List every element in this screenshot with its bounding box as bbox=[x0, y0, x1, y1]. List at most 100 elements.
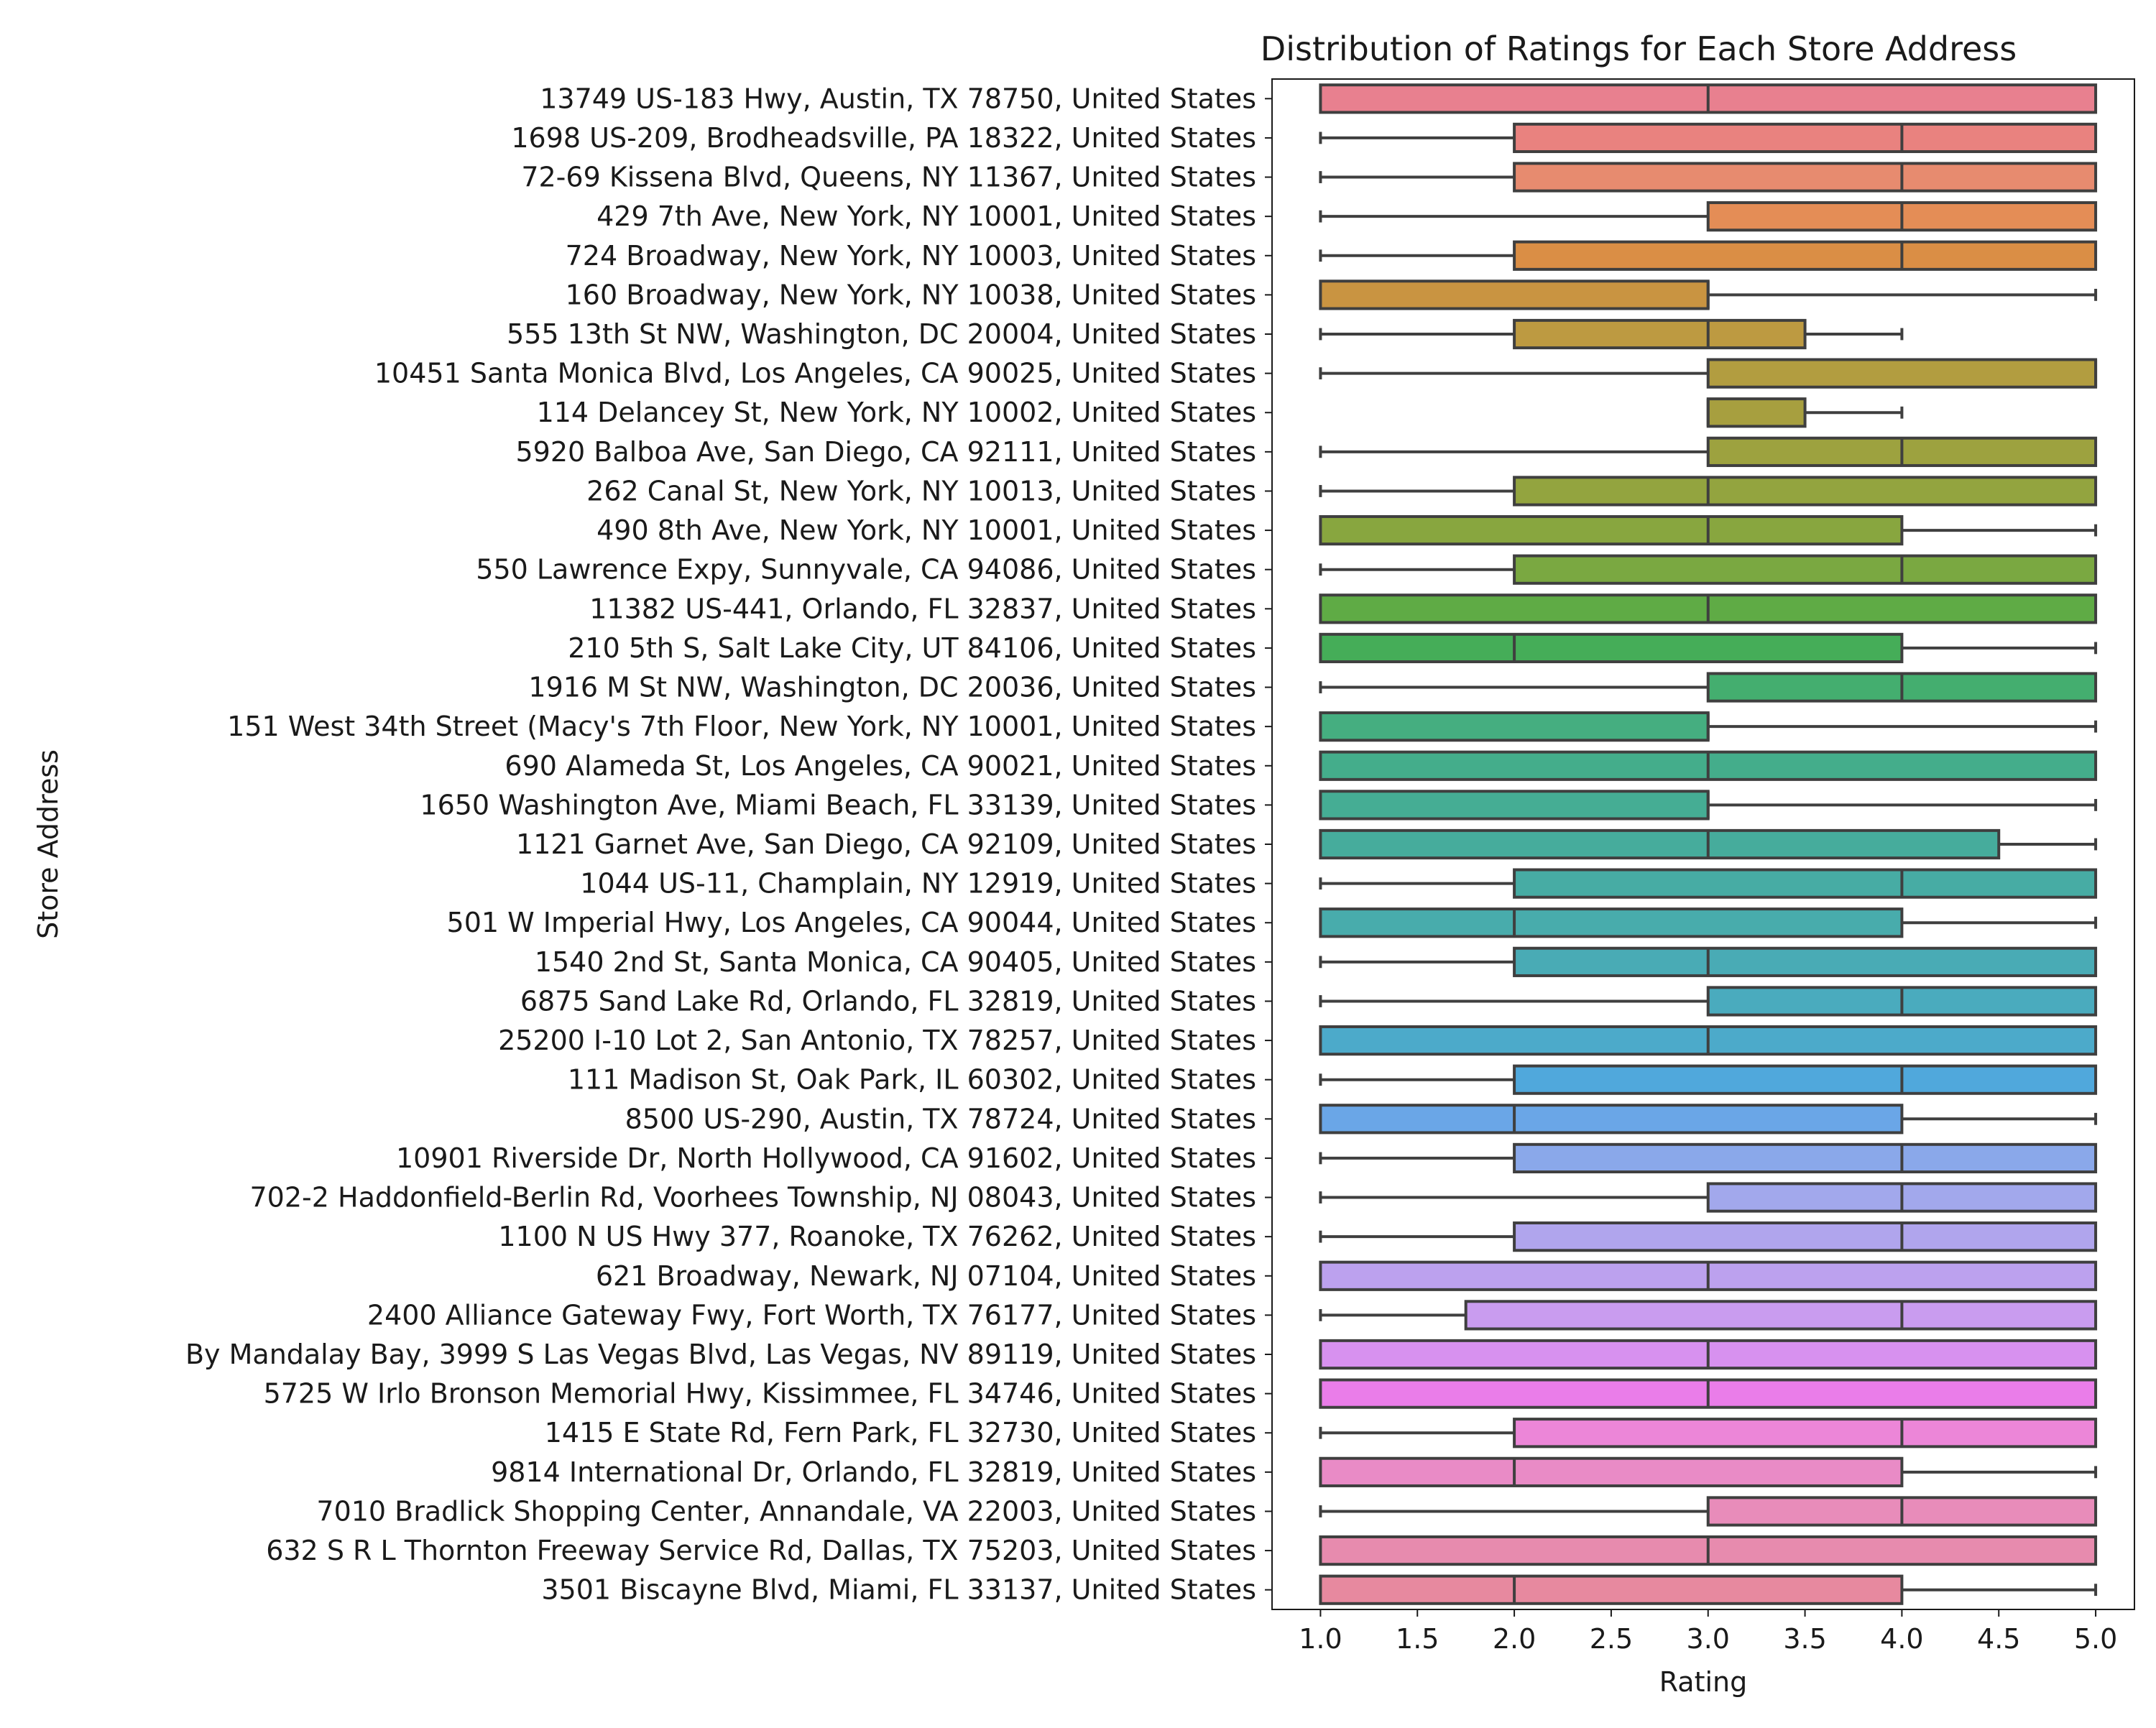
box bbox=[1513, 868, 2098, 899]
category-label: 25200 I-10 Lot 2, San Antonio, TX 78257,… bbox=[498, 1025, 1256, 1056]
box-group bbox=[1319, 514, 2098, 546]
box bbox=[1319, 514, 1904, 546]
category-label: 5920 Balboa Ave, San Diego, CA 92111, Un… bbox=[516, 436, 1257, 468]
box-group bbox=[1319, 632, 2098, 664]
box bbox=[1319, 279, 1710, 310]
category-label: 621 Broadway, Newark, NJ 07104, United S… bbox=[596, 1260, 1256, 1292]
category-label: 114 Delancey St, New York, NY 10002, Uni… bbox=[537, 397, 1256, 428]
box-group bbox=[1319, 1142, 2098, 1174]
box-group bbox=[1319, 672, 2098, 703]
box bbox=[1513, 554, 2098, 585]
category-label: 501 W Imperial Hwy, Los Angeles, CA 9004… bbox=[447, 907, 1256, 938]
x-tick-label: 3.5 bbox=[1783, 1623, 1826, 1655]
category-label: 7010 Bradlick Shopping Center, Annandale… bbox=[316, 1495, 1256, 1527]
category-label: 724 Broadway, New York, NY 10003, United… bbox=[566, 240, 1256, 272]
box-group bbox=[1319, 1535, 2098, 1566]
box-group bbox=[1706, 397, 1904, 428]
box bbox=[1319, 1574, 1904, 1605]
x-tick-label: 2.0 bbox=[1493, 1623, 1536, 1655]
category-label: 10451 Santa Monica Blvd, Los Angeles, CA… bbox=[374, 358, 1256, 389]
box-group bbox=[1319, 593, 2098, 624]
box-group bbox=[1319, 1339, 2098, 1370]
box bbox=[1513, 1064, 2098, 1095]
x-tick-label: 4.5 bbox=[1977, 1623, 2020, 1655]
box-group bbox=[1319, 1104, 2098, 1135]
category-label: 550 Lawrence Expy, Sunnyvale, CA 94086, … bbox=[476, 554, 1256, 586]
x-axis-title: Rating bbox=[1659, 1666, 1748, 1698]
category-label: 1100 N US Hwy 377, Roanoke, TX 76262, Un… bbox=[498, 1221, 1256, 1252]
chart-title: Distribution of Ratings for Each Store A… bbox=[1261, 29, 2017, 68]
category-label: 8500 US-290, Austin, TX 78724, United St… bbox=[625, 1103, 1256, 1135]
box-group bbox=[1319, 1260, 2098, 1291]
box-group bbox=[1319, 1418, 2098, 1449]
category-label: 1540 2nd St, Santa Monica, CA 90405, Uni… bbox=[535, 946, 1256, 978]
category-label: 10901 Riverside Dr, North Hollywood, CA … bbox=[396, 1142, 1256, 1174]
box bbox=[1513, 476, 2098, 507]
plot-frame bbox=[1271, 78, 2135, 1610]
box-group bbox=[1319, 122, 2098, 154]
box bbox=[1706, 358, 2098, 389]
category-label: 1121 Garnet Ave, San Diego, CA 92109, Un… bbox=[516, 828, 1256, 860]
box-group bbox=[1319, 711, 2098, 742]
category-label: 1916 M St NW, Washington, DC 20036, Unit… bbox=[528, 672, 1256, 703]
category-label: 72-69 Kissena Blvd, Queens, NY 11367, Un… bbox=[521, 162, 1256, 193]
category-label: 632 S R L Thornton Freeway Service Rd, D… bbox=[266, 1535, 1256, 1566]
category-label: 160 Broadway, New York, NY 10038, United… bbox=[566, 279, 1256, 310]
box bbox=[1513, 946, 2098, 977]
box-group bbox=[1319, 986, 2098, 1017]
box bbox=[1319, 828, 2001, 860]
category-label: 151 West 34th Street (Macy's 7th Floor, … bbox=[227, 711, 1256, 742]
category-label: By Mandalay Bay, 3999 S Las Vegas Blvd, … bbox=[185, 1339, 1256, 1370]
category-label: 490 8th Ave, New York, NY 10001, United … bbox=[596, 514, 1256, 546]
category-label: 13749 US-183 Hwy, Austin, TX 78750, Unit… bbox=[540, 83, 1256, 114]
category-label: 1698 US-209, Brodheadsville, PA 18322, U… bbox=[511, 122, 1256, 154]
box bbox=[1319, 1104, 1904, 1135]
box-group bbox=[1319, 318, 1904, 350]
box-group bbox=[1319, 1574, 2098, 1605]
box-group bbox=[1319, 1300, 2098, 1331]
y-axis-title: Store Address bbox=[32, 749, 64, 939]
box bbox=[1319, 790, 1710, 821]
box-group bbox=[1319, 554, 2098, 585]
box-group bbox=[1319, 1025, 2098, 1056]
box-group bbox=[1319, 1378, 2098, 1409]
box bbox=[1513, 1142, 2098, 1174]
category-label: 11382 US-441, Orlando, FL 32837, United … bbox=[589, 593, 1256, 624]
category-label: 5725 W Irlo Bronson Memorial Hwy, Kissim… bbox=[264, 1378, 1256, 1410]
box bbox=[1319, 1456, 1904, 1487]
box-group bbox=[1319, 358, 2098, 389]
box bbox=[1513, 1418, 2098, 1449]
box-group bbox=[1319, 279, 2098, 310]
box bbox=[1513, 1221, 2098, 1252]
category-labels: 13749 US-183 Hwy, Austin, TX 78750, Unit… bbox=[185, 83, 1272, 1606]
x-tick-label: 1.5 bbox=[1396, 1623, 1439, 1655]
category-label: 1415 E State Rd, Fern Park, FL 32730, Un… bbox=[545, 1417, 1256, 1449]
category-label: 3501 Biscayne Blvd, Miami, FL 33137, Uni… bbox=[541, 1574, 1256, 1606]
box bbox=[1319, 632, 1904, 664]
box bbox=[1706, 397, 1807, 428]
box-group bbox=[1319, 907, 2098, 938]
category-label: 210 5th S, Salt Lake City, UT 84106, Uni… bbox=[568, 632, 1256, 664]
box-group bbox=[1319, 946, 2098, 977]
box-group bbox=[1319, 476, 2098, 507]
box-group bbox=[1319, 1064, 2098, 1095]
box-group bbox=[1319, 201, 2098, 232]
category-label: 429 7th Ave, New York, NY 10001, United … bbox=[596, 200, 1256, 232]
box-group bbox=[1319, 1496, 2098, 1527]
box bbox=[1513, 162, 2098, 193]
box-group bbox=[1319, 83, 2098, 114]
x-tick-label: 3.0 bbox=[1687, 1623, 1730, 1655]
box-group bbox=[1319, 790, 2098, 821]
boxes-layer bbox=[1319, 83, 2098, 1605]
category-label: 262 Canal St, New York, NY 10013, United… bbox=[586, 475, 1256, 507]
box bbox=[1464, 1300, 2098, 1331]
box-group bbox=[1319, 1456, 2098, 1487]
category-label: 555 13th St NW, Washington, DC 20004, Un… bbox=[507, 318, 1256, 350]
category-label: 690 Alameda St, Los Angeles, CA 90021, U… bbox=[505, 750, 1256, 782]
category-label: 1650 Washington Ave, Miami Beach, FL 331… bbox=[420, 789, 1256, 821]
box-group bbox=[1319, 868, 2098, 899]
box-group bbox=[1319, 240, 2098, 271]
box-group bbox=[1319, 750, 2098, 781]
box bbox=[1513, 240, 2098, 271]
